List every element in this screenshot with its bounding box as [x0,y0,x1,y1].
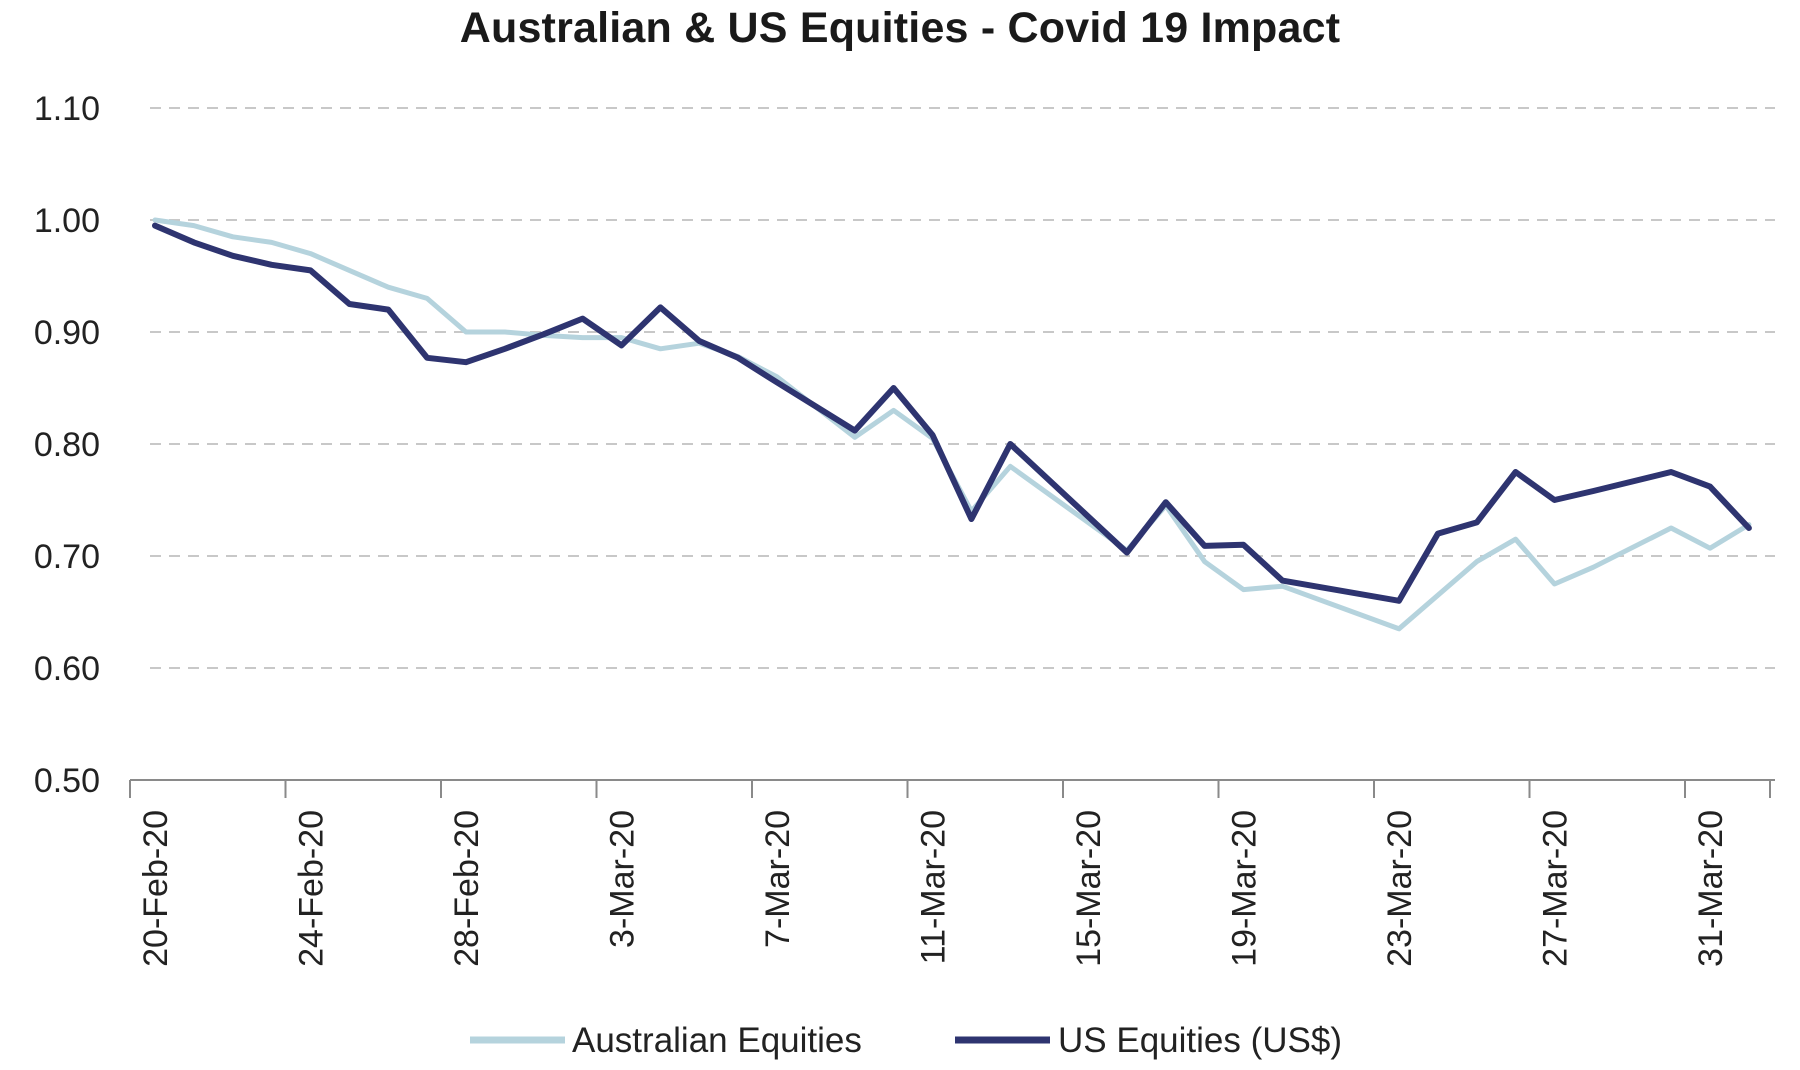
series-line-australian-equities [152,217,1752,632]
x-tick-label: 20-Feb-20 [137,810,175,967]
y-tick-label: 0.50 [34,762,100,800]
x-tick-label: 15-Mar-20 [1070,810,1108,967]
y-tick-label: 1.10 [34,90,100,128]
x-tick-label: 19-Mar-20 [1226,810,1264,967]
legend-label: Australian Equities [572,1021,862,1060]
series-lines [152,217,1752,632]
x-tick-label: 11-Mar-20 [915,810,953,964]
y-tick-label: 1.00 [34,202,100,240]
x-tick-label: 27-Mar-20 [1537,810,1575,967]
y-tick-label: 0.80 [34,426,100,464]
gridlines [150,107,1775,669]
y-axis-ticks: 1.10 1.00 0.90 0.80 0.70 0.60 0.50 [34,90,100,800]
x-tick-label: 23-Mar-20 [1381,810,1419,967]
series-line-us-equities [152,222,1752,604]
legend: Australian Equities US Equities (US$) [470,1021,1342,1060]
x-tick-label: 24-Feb-20 [293,810,331,967]
x-tick-label: 7-Mar-20 [759,810,797,948]
chart-title: Australian & US Equities - Covid 19 Impa… [459,4,1341,52]
x-tick-label: 31-Mar-20 [1692,810,1730,967]
legend-label: US Equities (US$) [1058,1021,1342,1060]
y-tick-label: 0.60 [34,650,100,688]
x-axis-ticks: 20-Feb-20 24-Feb-20 28-Feb-20 3-Mar-20 7-Mar… [129,780,1771,967]
x-tick-label: 3-Mar-20 [604,810,642,948]
y-tick-label: 0.70 [34,538,100,576]
x-tick-label: 28-Feb-20 [448,810,486,967]
y-tick-label: 0.90 [34,314,100,352]
